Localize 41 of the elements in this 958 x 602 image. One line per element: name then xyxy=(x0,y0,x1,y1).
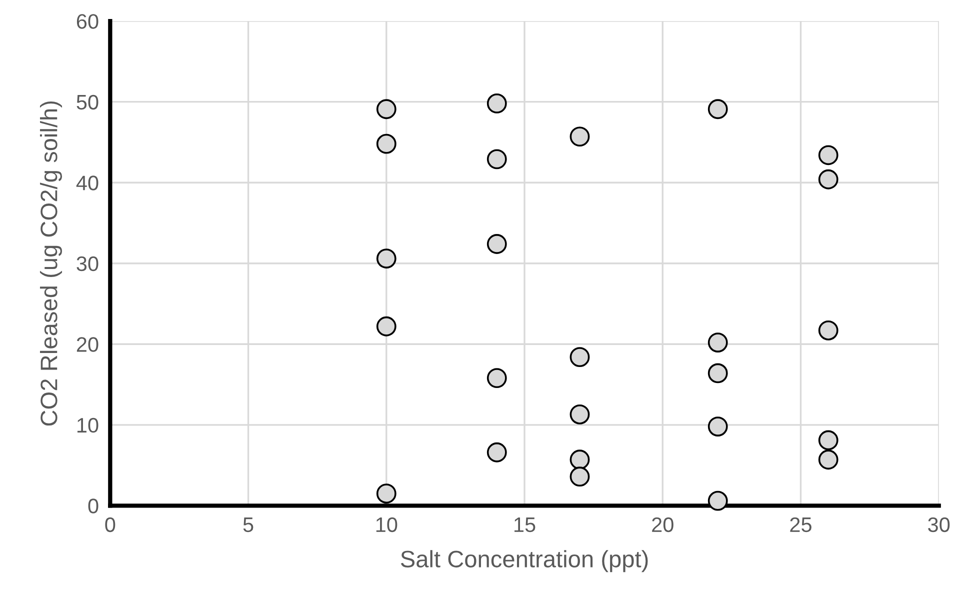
point xyxy=(570,450,590,470)
point xyxy=(708,416,728,436)
x-tick-label: 10 xyxy=(376,517,398,532)
point xyxy=(708,363,728,384)
y-axis-title: CO2 Rleased (ug CO2/g soil/h) xyxy=(40,101,62,426)
point xyxy=(818,450,838,470)
point xyxy=(486,93,507,114)
point xyxy=(708,332,728,352)
point xyxy=(570,347,590,368)
point xyxy=(376,134,396,154)
point xyxy=(818,320,838,340)
x-tick-label: 30 xyxy=(928,517,950,532)
point xyxy=(570,466,590,487)
point xyxy=(570,126,590,147)
point xyxy=(376,248,396,268)
x-tick-label: 20 xyxy=(652,517,674,532)
point xyxy=(818,169,838,190)
point xyxy=(486,149,507,170)
y-tick-label: 20 xyxy=(76,337,98,352)
y-tick-label: 60 xyxy=(76,14,98,29)
x-tick-label: 15 xyxy=(514,518,536,532)
y-tick-label: 30 xyxy=(76,256,98,272)
point xyxy=(376,484,396,504)
y-tick-label: 40 xyxy=(76,176,98,190)
x-tick-label: 5 xyxy=(243,518,254,532)
point xyxy=(818,430,838,450)
point xyxy=(486,442,507,462)
point xyxy=(486,368,507,388)
y-tick-label: 0 xyxy=(88,498,98,514)
x-tick-label: 25 xyxy=(790,517,812,532)
point xyxy=(376,99,396,120)
point xyxy=(818,145,838,166)
point xyxy=(376,316,396,336)
point xyxy=(486,234,507,254)
y-tick-label: 50 xyxy=(76,94,98,110)
y-tick-label: 10 xyxy=(77,418,98,433)
point xyxy=(708,99,728,120)
x-axis-title: Salt Concentration (ppt) xyxy=(400,550,648,572)
point xyxy=(708,490,728,511)
point xyxy=(570,404,590,424)
x-tick-label: 0 xyxy=(105,517,116,532)
